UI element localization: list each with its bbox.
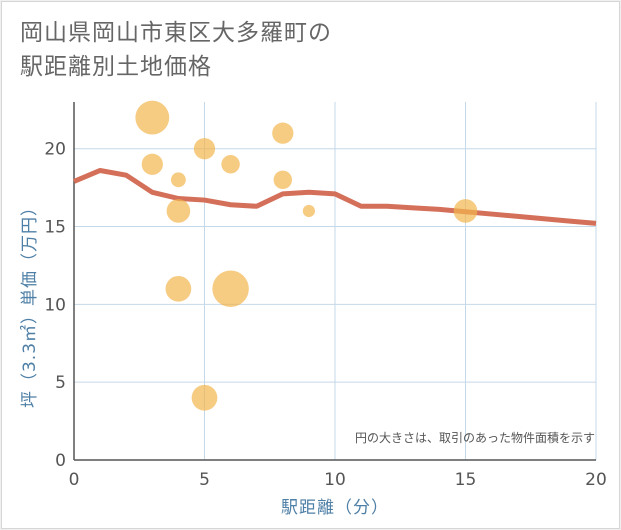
y-tick-labels: 0 5 10 15 20: [44, 140, 66, 471]
bubble-point-5: [193, 138, 216, 160]
bubble-point-6: [191, 384, 218, 411]
y-tick-label-1: 5: [55, 373, 66, 393]
title-line-2: 駅距離別土地価格: [20, 54, 212, 80]
bubble-point-0: [135, 100, 170, 135]
bubble-point-7: [221, 155, 240, 174]
bubble-point-3: [166, 199, 191, 223]
x-tick-label-4: 20: [585, 470, 607, 490]
chart-title: 岡山県岡山市東区大多羅町の 駅距離別土地価格: [20, 16, 332, 84]
y-tick-label-0: 0: [55, 451, 66, 471]
x-tick-label-1: 5: [199, 470, 210, 490]
bubble-point-2: [171, 172, 186, 188]
x-tick-label-3: 15: [455, 470, 477, 490]
x-tick-label-2: 10: [324, 470, 346, 490]
y-tick-label-4: 20: [44, 140, 66, 160]
title-line-1: 岡山県岡山市東区大多羅町の: [20, 20, 332, 46]
trend-layer: [73, 167, 597, 226]
bubble-point-4: [165, 275, 192, 302]
y-axis-label: 坪（3.3㎡）単価（万円）: [20, 198, 40, 408]
bubble-point-8: [212, 270, 249, 308]
bubble-point-12: [453, 199, 478, 223]
x-tick-label-0: 0: [69, 470, 80, 490]
y-tick-label-3: 15: [44, 218, 66, 238]
x-axis-label: 駅距離（分）: [281, 498, 389, 518]
bubble-point-10: [273, 170, 293, 190]
bubble-layer: [135, 100, 478, 411]
bubble-point-1: [141, 153, 163, 175]
bubble-point-11: [302, 204, 316, 218]
x-tick-labels: 0 5 10 15 20: [69, 470, 607, 490]
trend-line: [73, 167, 597, 226]
size-note: 円の大きさは、取引のあった物件面積を示す: [355, 430, 595, 445]
y-tick-label-2: 10: [44, 295, 66, 315]
bubble-point-9: [272, 122, 294, 144]
